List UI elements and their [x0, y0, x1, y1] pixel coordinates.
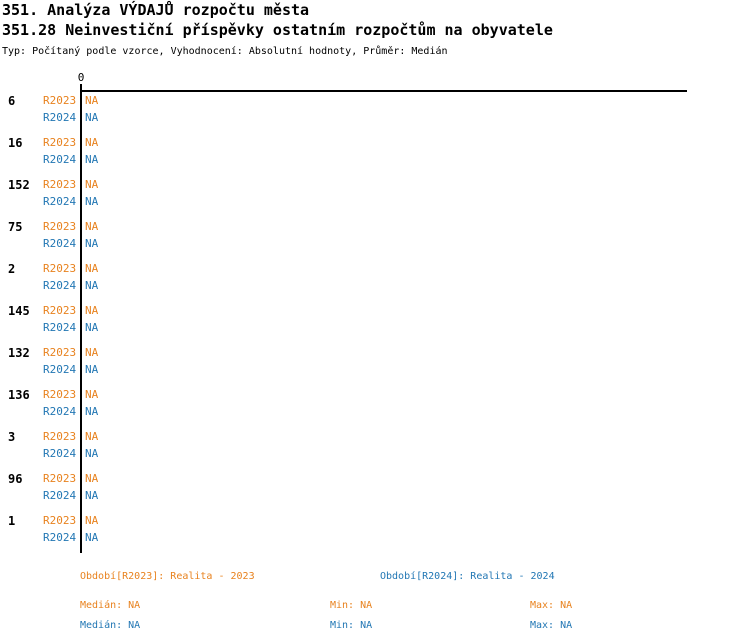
category-label: 96 — [8, 472, 23, 486]
legend-r2023-median: Medián: NA — [80, 600, 141, 611]
y-axis-line — [80, 90, 82, 553]
series-2024-value: NA — [85, 153, 99, 166]
category-label: 136 — [8, 388, 30, 402]
series-2023-label: R2023 — [43, 304, 77, 317]
category-row: 136 R2023 NA R2024 NA — [0, 388, 750, 424]
category-label: 145 — [8, 304, 30, 318]
legend-r2023-min: Min: NA — [330, 600, 373, 611]
series-2024-value: NA — [85, 321, 99, 334]
series-2024-value: NA — [85, 489, 99, 502]
series-2024-label: R2024 — [43, 447, 77, 460]
chart-title: 351. Analýza VÝDAJŮ rozpočtu města — [2, 1, 310, 19]
category-label: 6 — [8, 94, 16, 108]
series-2023-value: NA — [85, 472, 99, 485]
series-2023-label: R2023 — [43, 514, 77, 527]
legend-period-r2023: Období[R2023]: Realita - 2023 — [80, 571, 255, 582]
category-row: 75 R2023 NA R2024 NA — [0, 220, 750, 256]
series-2023-label: R2023 — [43, 346, 77, 359]
category-row: 6 R2023 NA R2024 NA — [0, 94, 750, 130]
chart-meta: Typ: Počítaný podle vzorce, Vyhodnocení:… — [2, 46, 448, 57]
series-2023-value: NA — [85, 262, 99, 275]
series-2023-label: R2023 — [43, 178, 77, 191]
series-2024-value: NA — [85, 531, 99, 544]
category-row: 16 R2023 NA R2024 NA — [0, 136, 750, 172]
category-row: 3 R2023 NA R2024 NA — [0, 430, 750, 466]
series-2024-value: NA — [85, 405, 99, 418]
series-2023-label: R2023 — [43, 262, 77, 275]
series-2023-label: R2023 — [43, 430, 77, 443]
category-label: 2 — [8, 262, 16, 276]
series-2023-label: R2023 — [43, 388, 77, 401]
series-2024-label: R2024 — [43, 111, 77, 124]
series-2023-label: R2023 — [43, 220, 77, 233]
category-label: 75 — [8, 220, 23, 234]
series-2023-value: NA — [85, 388, 99, 401]
series-2024-label: R2024 — [43, 531, 77, 544]
series-2024-label: R2024 — [43, 321, 77, 334]
series-2024-label: R2024 — [43, 195, 77, 208]
series-2024-value: NA — [85, 363, 99, 376]
series-2024-label: R2024 — [43, 153, 77, 166]
series-2023-value: NA — [85, 136, 99, 149]
series-2023-label: R2023 — [43, 94, 77, 107]
series-2023-label: R2023 — [43, 136, 77, 149]
category-label: 1 — [8, 514, 16, 528]
series-2023-value: NA — [85, 430, 99, 443]
legend-r2024-max: Max: NA — [530, 620, 573, 631]
category-label: 152 — [8, 178, 30, 192]
series-2023-value: NA — [85, 178, 99, 191]
category-row: 152 R2023 NA R2024 NA — [0, 178, 750, 214]
series-2023-label: R2023 — [43, 472, 77, 485]
series-2024-label: R2024 — [43, 363, 77, 376]
legend-r2024-median: Medián: NA — [80, 620, 141, 631]
series-2024-value: NA — [85, 447, 99, 460]
chart-subtitle: 351.28 Neinvestiční příspěvky ostatním r… — [2, 21, 553, 39]
legend-period-r2024: Období[R2024]: Realita - 2024 — [380, 571, 555, 582]
category-row: 96 R2023 NA R2024 NA — [0, 472, 750, 508]
series-2023-value: NA — [85, 94, 99, 107]
category-label: 16 — [8, 136, 23, 150]
series-2024-label: R2024 — [43, 405, 77, 418]
legend-r2023-max: Max: NA — [530, 600, 573, 611]
x-axis-tick — [80, 84, 82, 90]
series-2024-value: NA — [85, 111, 99, 124]
series-2024-value: NA — [85, 237, 99, 250]
series-2024-value: NA — [85, 279, 99, 292]
series-2023-value: NA — [85, 304, 99, 317]
category-row: 132 R2023 NA R2024 NA — [0, 346, 750, 382]
series-2023-value: NA — [85, 220, 99, 233]
category-label: 132 — [8, 346, 30, 360]
series-2024-value: NA — [85, 195, 99, 208]
category-row: 145 R2023 NA R2024 NA — [0, 304, 750, 340]
series-2024-label: R2024 — [43, 279, 77, 292]
series-2024-label: R2024 — [43, 489, 77, 502]
legend-r2024-min: Min: NA — [330, 620, 373, 631]
series-2023-value: NA — [85, 514, 99, 527]
x-axis-zero-label: 0 — [77, 71, 85, 84]
x-axis-line — [80, 90, 687, 92]
category-row: 1 R2023 NA R2024 NA — [0, 514, 750, 550]
series-2023-value: NA — [85, 346, 99, 359]
category-row: 2 R2023 NA R2024 NA — [0, 262, 750, 298]
category-label: 3 — [8, 430, 16, 444]
series-2024-label: R2024 — [43, 237, 77, 250]
